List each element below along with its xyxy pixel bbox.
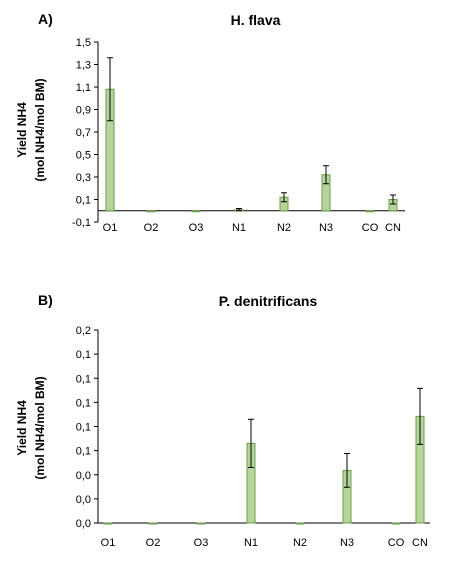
x-tick-label: N2	[293, 537, 307, 549]
x-tick-label: O3	[194, 537, 209, 549]
y-tick-label: 0,3	[76, 172, 91, 184]
x-tick-label: O2	[146, 537, 161, 549]
bar	[365, 210, 375, 213]
y-tick-label: 0,5	[76, 150, 91, 162]
y-tick-label: 0,1	[76, 446, 91, 458]
bar	[191, 210, 201, 213]
x-tick-label: O2	[144, 222, 159, 234]
y-tick-label: 0,2	[76, 325, 91, 337]
x-tick-label: CO	[362, 222, 379, 234]
y-tick-label: 1,3	[76, 60, 91, 72]
y-tick-label: 0,1	[76, 373, 91, 385]
bar	[196, 522, 206, 525]
y-tick-label: 0,1	[76, 195, 91, 207]
y-axis-label: Yield NH4	[15, 400, 29, 456]
x-tick-label: N1	[232, 222, 246, 234]
bar	[295, 522, 305, 525]
x-tick-label: N1	[244, 537, 258, 549]
x-tick-label: O3	[189, 222, 204, 234]
chart-b: B) P. denitrificans Yield NH4 (mol NH4/mol …	[15, 292, 430, 549]
panel-label: A)	[38, 11, 53, 27]
x-tick-label: N2	[277, 222, 291, 234]
x-tick-label: O1	[101, 537, 116, 549]
x-tick-label: CN	[412, 537, 428, 549]
y-tick-label: 0,1	[76, 422, 91, 434]
bar	[146, 210, 156, 213]
bar	[148, 522, 158, 525]
chart-title: P. denitrificans	[219, 293, 318, 309]
y-tick-label: 0,1	[76, 397, 91, 409]
chart-a: A) H. flava Yield NH4 (mol NH4/mol BM) -0,1 0…	[15, 11, 405, 234]
y-tick-label: 0,0	[76, 494, 91, 506]
x-tick-label: N3	[319, 222, 333, 234]
y-tick-label: 1,5	[76, 37, 91, 49]
y-tick-label: -0,1	[72, 217, 91, 229]
y-tick-label: 0,1	[76, 349, 91, 361]
bar	[391, 522, 401, 525]
panel-label: B)	[38, 292, 53, 308]
y-tick-label: 0,0	[76, 470, 91, 482]
bar	[103, 522, 113, 525]
chart-title: H. flava	[231, 12, 281, 28]
y-tick-label: 1,1	[76, 82, 91, 94]
x-tick-label: N3	[340, 537, 354, 549]
y-axis-label-units: (mol NH4/mol BM)	[33, 78, 47, 181]
y-axis-label-units: (mol NH4/mol BM)	[33, 376, 47, 479]
y-tick-label: 0,9	[76, 105, 91, 117]
x-tick-label: CN	[385, 222, 401, 234]
y-axis-label: Yield NH4	[15, 102, 29, 158]
y-tick-label: 0,7	[76, 127, 91, 139]
x-tick-label: O1	[103, 222, 118, 234]
x-tick-label: CO	[388, 537, 405, 549]
y-tick-label: 0,0	[76, 518, 91, 530]
